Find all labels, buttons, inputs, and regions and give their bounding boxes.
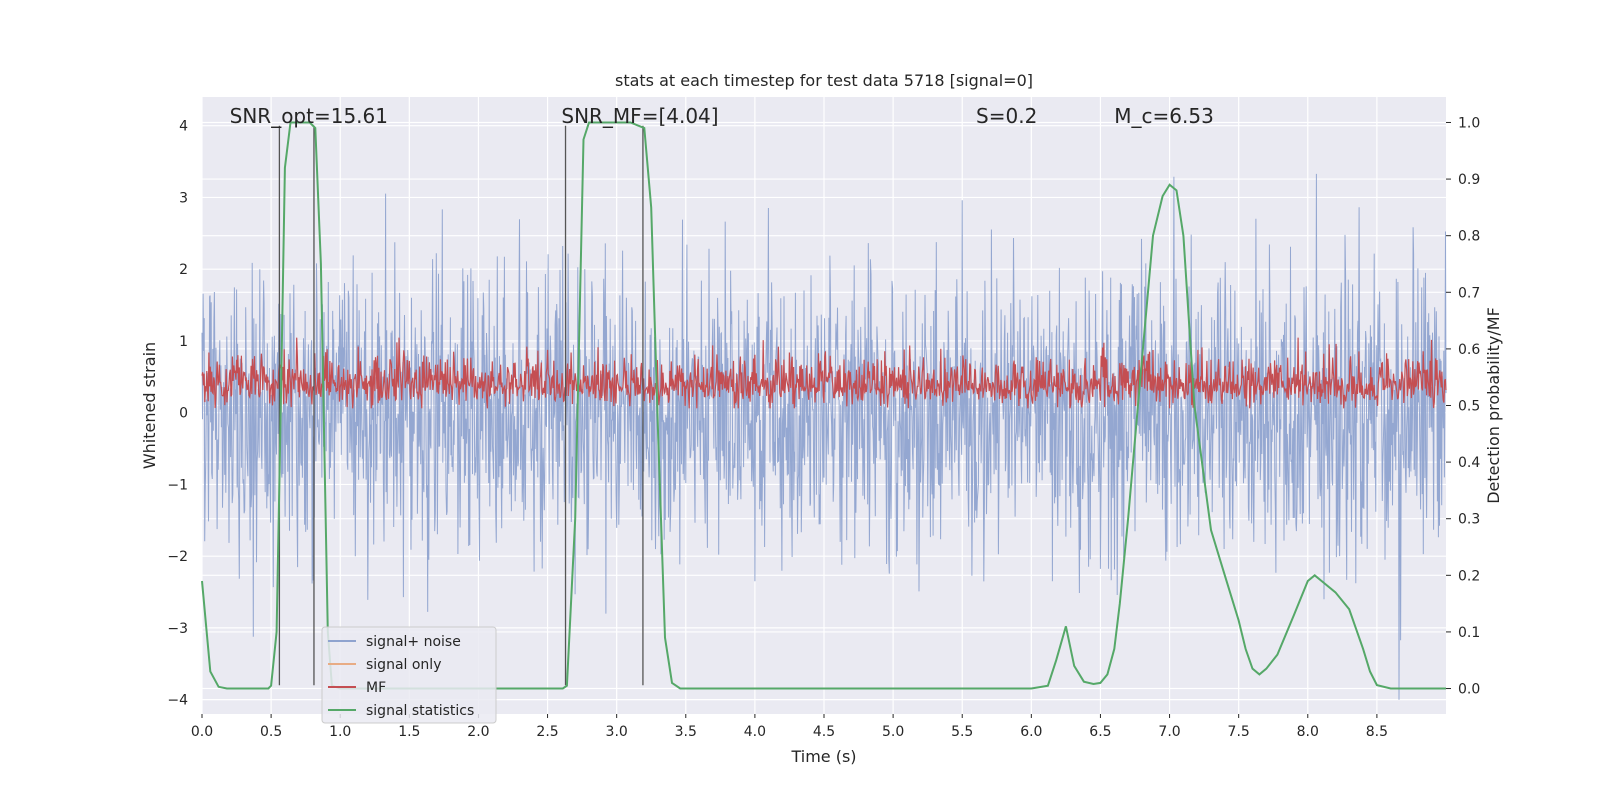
y2-tick-label: 0.6 [1458, 342, 1480, 358]
annotation-text: SNR_MF=[4.04] [561, 104, 718, 128]
annotation-text: S=0.2 [976, 104, 1037, 128]
x-tick-label: 0.0 [191, 724, 213, 740]
x-tick-label: 2.5 [536, 724, 558, 740]
x-tick-label: 5.0 [882, 724, 904, 740]
x-tick-label: 1.5 [398, 724, 420, 740]
x-tick-label: 7.5 [1228, 724, 1250, 740]
signal-statistics-line [201, 121, 1446, 690]
chart-title: stats at each timestep for test data 571… [615, 71, 1033, 90]
series-mf [201, 337, 1447, 409]
y-tick-label: 2 [179, 262, 188, 278]
y-tick-label: 3 [179, 190, 188, 206]
vertical-markers [278, 125, 644, 686]
y2-tick-label: 1.0 [1458, 115, 1480, 131]
legend-label: signal statistics [366, 703, 474, 719]
x-tick-label: 6.0 [1020, 724, 1042, 740]
y-tick-label: −4 [167, 693, 188, 709]
x-tick-label: 1.0 [329, 724, 351, 740]
x-tick-label: 3.5 [675, 724, 697, 740]
y-tick-label: 4 [179, 119, 188, 135]
y2-tick-label: 0.4 [1458, 455, 1480, 471]
y2-tick-label: 0.2 [1458, 568, 1480, 584]
legend-label: MF [366, 680, 386, 696]
y2-tick-label: 0.3 [1458, 512, 1480, 528]
legend: signal+ noise signal only MF signal statist… [321, 626, 497, 724]
y-tick-label: 0 [179, 406, 188, 422]
y-tick-label: −1 [167, 477, 188, 493]
x-axis-label: Time (s) [790, 747, 856, 766]
axis-ticks: 0.0 0.5 1.0 1.5 2.0 2.5 3.0 3.5 4.0 4.5 5.0 5.5 6.0 6… [167, 115, 1480, 740]
x-tick-label: 0.5 [260, 724, 282, 740]
legend-label: signal+ noise [366, 634, 461, 650]
y2-tick-label: 0.0 [1458, 682, 1480, 698]
x-tick-label: 5.5 [951, 724, 973, 740]
legend-label: signal only [366, 657, 441, 673]
x-tick-label: 2.0 [467, 724, 489, 740]
annotation-text: SNR_opt=15.61 [230, 104, 388, 128]
series-signal-statistics [201, 121, 1446, 690]
mf-line [201, 337, 1447, 409]
annotation-text: M_c=6.53 [1114, 104, 1214, 128]
legend-box [321, 626, 497, 724]
x-tick-label: 7.0 [1158, 724, 1180, 740]
y-tick-label: −3 [167, 621, 188, 637]
y-tick-label: −2 [167, 549, 188, 565]
y-tick-label: 1 [179, 334, 188, 350]
y2-tick-label: 0.8 [1458, 229, 1480, 245]
y2-tick-label: 0.5 [1458, 399, 1480, 415]
x-tick-label: 8.5 [1366, 724, 1388, 740]
y2-tick-label: 0.1 [1458, 625, 1480, 641]
chart-text: stats at each timestep for test data 571… [140, 71, 1503, 766]
x-tick-label: 8.0 [1297, 724, 1319, 740]
y-axis-label: Whitened strain [140, 342, 159, 469]
x-tick-label: 4.5 [813, 724, 835, 740]
x-tick-label: 4.0 [744, 724, 766, 740]
y2-tick-label: 0.9 [1458, 172, 1480, 188]
x-tick-label: 3.0 [606, 724, 628, 740]
x-tick-label: 6.5 [1089, 724, 1111, 740]
y2-axis-label: Detection probability/MF [1484, 307, 1503, 504]
y2-tick-label: 0.7 [1458, 285, 1480, 301]
